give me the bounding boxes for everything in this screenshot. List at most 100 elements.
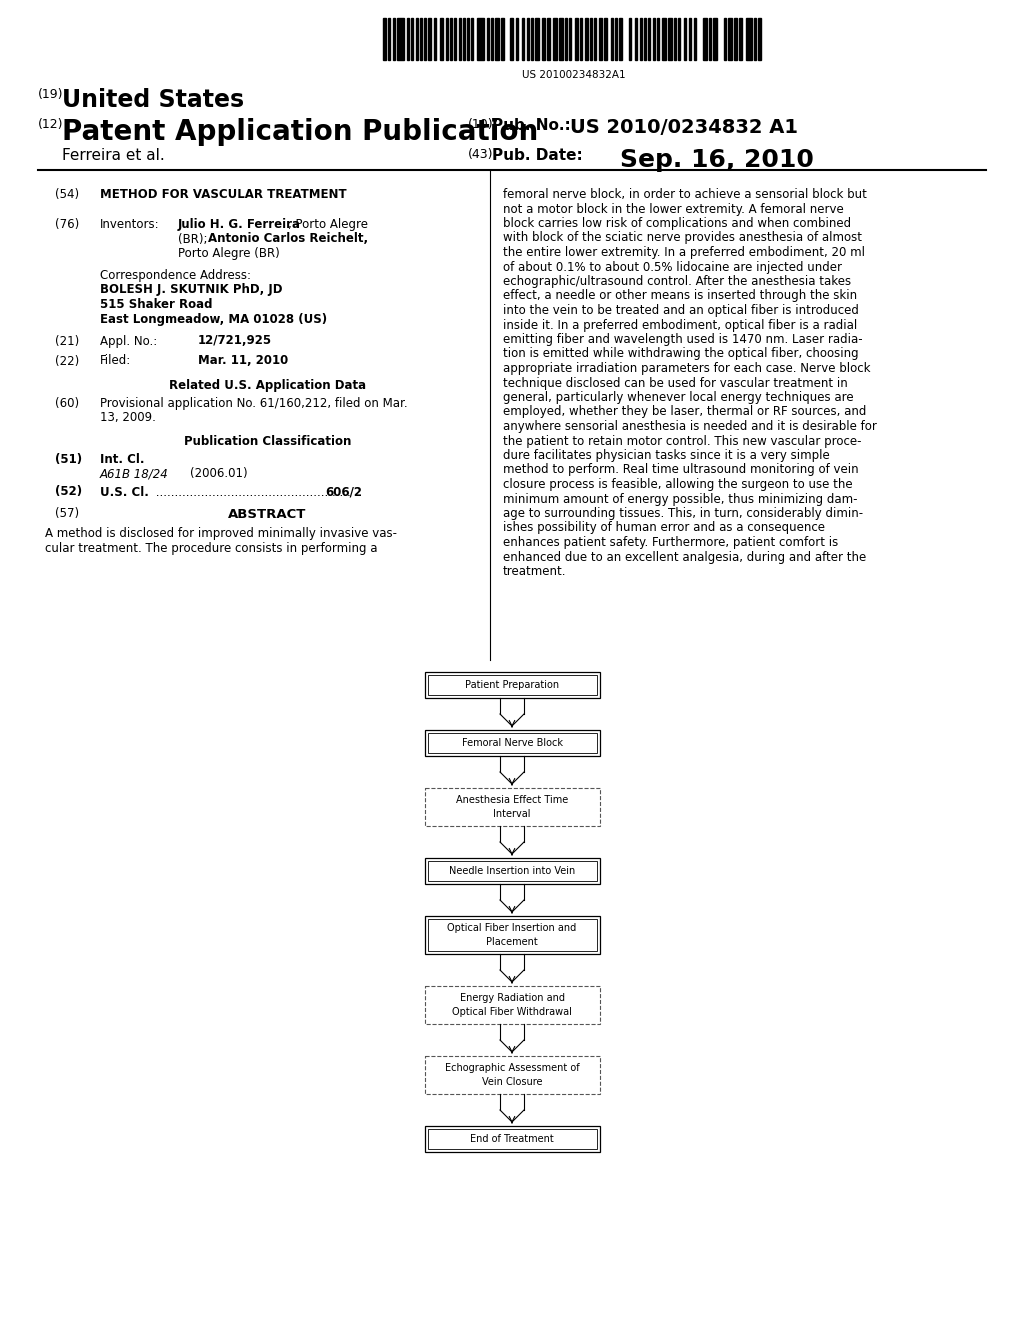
Text: Sep. 16, 2010: Sep. 16, 2010 <box>620 148 814 172</box>
Text: (52): (52) <box>55 486 82 499</box>
Bar <box>416 18 418 59</box>
Bar <box>745 18 753 59</box>
Text: Filed:: Filed: <box>100 355 131 367</box>
Bar <box>496 18 499 59</box>
Text: A61B 18/24: A61B 18/24 <box>100 467 169 480</box>
Bar <box>412 18 413 59</box>
Bar <box>657 18 659 59</box>
Bar <box>678 18 680 59</box>
Bar <box>383 18 386 59</box>
Text: Interval: Interval <box>494 809 530 818</box>
Bar <box>581 18 583 59</box>
Text: closure process is feasible, allowing the surgeon to use the: closure process is feasible, allowing th… <box>503 478 853 491</box>
Text: 13, 2009.: 13, 2009. <box>100 411 156 424</box>
Bar <box>425 858 599 884</box>
Bar <box>420 18 422 59</box>
Text: Energy Radiation and: Energy Radiation and <box>460 993 564 1003</box>
Bar <box>428 18 431 59</box>
Text: employed, whether they be laser, thermal or RF sources, and: employed, whether they be laser, thermal… <box>503 405 866 418</box>
Bar <box>467 18 469 59</box>
Text: US 2010/0234832 A1: US 2010/0234832 A1 <box>570 117 798 137</box>
Text: minimum amount of energy possible, thus minimizing dam-: minimum amount of energy possible, thus … <box>503 492 857 506</box>
Bar <box>709 18 711 59</box>
Text: the entire lower extremity. In a preferred embodiment, 20 ml: the entire lower extremity. In a preferr… <box>503 246 865 259</box>
Bar <box>694 18 696 59</box>
Text: East Longmeadow, MA 01028 (US): East Longmeadow, MA 01028 (US) <box>100 313 327 326</box>
Bar <box>728 18 732 59</box>
Text: enhanced due to an excellent analgesia, during and after the: enhanced due to an excellent analgesia, … <box>503 550 866 564</box>
Bar <box>510 18 513 59</box>
Text: Echographic Assessment of: Echographic Assessment of <box>444 1063 580 1073</box>
Text: Patent Application Publication: Patent Application Publication <box>62 117 539 147</box>
Bar <box>427 919 597 950</box>
Text: technique disclosed can be used for vascular treatment in: technique disclosed can be used for vasc… <box>503 376 848 389</box>
Bar <box>427 733 597 752</box>
Bar <box>542 18 545 59</box>
Bar <box>486 18 489 59</box>
Text: ishes possibility of human error and as a consequence: ishes possibility of human error and as … <box>503 521 825 535</box>
Bar <box>564 18 566 59</box>
Bar <box>674 18 676 59</box>
Bar <box>425 986 599 1024</box>
Text: Pub. No.:: Pub. No.: <box>492 117 570 133</box>
Text: United States: United States <box>62 88 244 112</box>
Bar <box>425 730 599 756</box>
Bar <box>536 18 540 59</box>
Text: (54): (54) <box>55 187 79 201</box>
Bar <box>734 18 737 59</box>
Bar <box>585 18 588 59</box>
Text: (12): (12) <box>38 117 63 131</box>
Text: Needle Insertion into Vein: Needle Insertion into Vein <box>449 866 575 876</box>
Bar <box>648 18 650 59</box>
Bar <box>516 18 517 59</box>
Text: Patient Preparation: Patient Preparation <box>465 680 559 690</box>
Text: Pub. Date:: Pub. Date: <box>492 148 583 162</box>
Text: 515 Shaker Road: 515 Shaker Road <box>100 298 213 312</box>
Text: Antonio Carlos Reichelt,: Antonio Carlos Reichelt, <box>208 232 368 246</box>
Text: emitting fiber and wavelength used is 1470 nm. Laser radia-: emitting fiber and wavelength used is 14… <box>503 333 862 346</box>
Text: A method is disclosed for improved minimally invasive vas-: A method is disclosed for improved minim… <box>45 528 397 540</box>
Bar <box>434 18 436 59</box>
Bar <box>599 18 601 59</box>
Text: (10): (10) <box>468 117 494 131</box>
Text: U.S. Cl.: U.S. Cl. <box>100 486 148 499</box>
Text: age to surrounding tissues. This, in turn, considerably dimin-: age to surrounding tissues. This, in tur… <box>503 507 863 520</box>
Bar <box>713 18 717 59</box>
Bar <box>569 18 571 59</box>
Text: , Porto Alegre: , Porto Alegre <box>288 218 368 231</box>
Text: (51): (51) <box>55 453 82 466</box>
Text: (21): (21) <box>55 334 79 347</box>
Bar <box>689 18 691 59</box>
Text: Optical Fiber Withdrawal: Optical Fiber Withdrawal <box>452 1007 572 1016</box>
Text: block carries low risk of complications and when combined: block carries low risk of complications … <box>503 216 851 230</box>
Bar <box>445 18 449 59</box>
Text: general, particularly whenever local energy techniques are: general, particularly whenever local ene… <box>503 391 854 404</box>
Text: 606/2: 606/2 <box>325 486 362 499</box>
Bar <box>521 18 524 59</box>
Bar <box>451 18 453 59</box>
Text: (2006.01): (2006.01) <box>190 467 248 480</box>
Text: Vein Closure: Vein Closure <box>481 1077 543 1086</box>
Bar <box>603 18 607 59</box>
Bar <box>425 672 599 698</box>
Bar <box>425 916 599 954</box>
Bar <box>424 18 426 59</box>
Text: treatment.: treatment. <box>503 565 566 578</box>
Text: the patient to retain motor control. This new vascular proce-: the patient to retain motor control. Thi… <box>503 434 861 447</box>
Text: Optical Fiber Insertion and: Optical Fiber Insertion and <box>447 923 577 933</box>
Bar <box>558 18 562 59</box>
Text: METHOD FOR VASCULAR TREATMENT: METHOD FOR VASCULAR TREATMENT <box>100 187 347 201</box>
Text: Appl. No.:: Appl. No.: <box>100 334 158 347</box>
Bar <box>397 18 403 59</box>
Bar <box>527 18 528 59</box>
Text: BOLESH J. SKUTNIK PhD, JD: BOLESH J. SKUTNIK PhD, JD <box>100 284 283 297</box>
Text: not a motor block in the lower extremity. A femoral nerve: not a motor block in the lower extremity… <box>503 202 844 215</box>
Bar <box>492 18 494 59</box>
Text: appropriate irradiation parameters for each case. Nerve block: appropriate irradiation parameters for e… <box>503 362 870 375</box>
Text: echographic/ultrasound control. After the anesthesia takes: echographic/ultrasound control. After th… <box>503 275 851 288</box>
Bar <box>548 18 550 59</box>
Text: Publication Classification: Publication Classification <box>184 436 351 447</box>
Bar <box>407 18 410 59</box>
Bar <box>425 1126 599 1152</box>
Text: (22): (22) <box>55 355 79 367</box>
